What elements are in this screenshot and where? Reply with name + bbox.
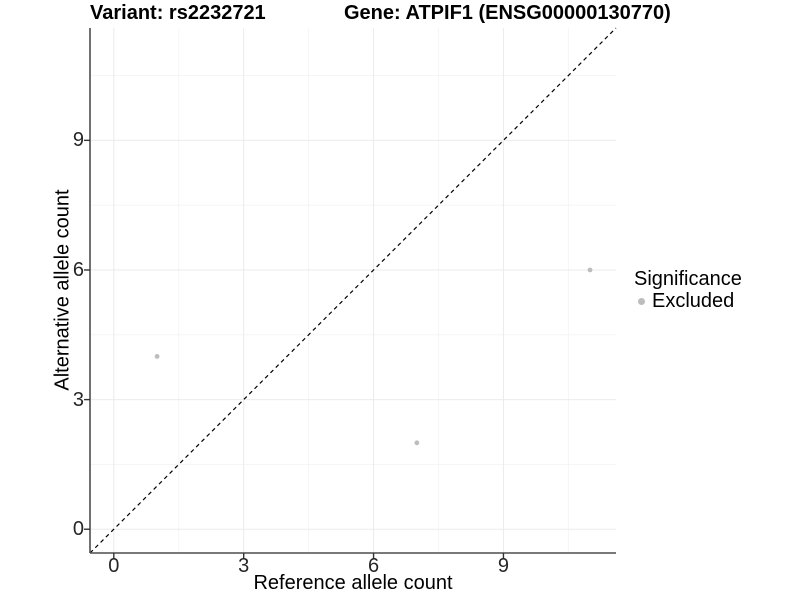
legend: Significance Excluded xyxy=(632,268,742,312)
y-tick-label: 3 xyxy=(72,388,84,411)
legend-item-label: Excluded xyxy=(652,289,735,312)
x-tick-label: 6 xyxy=(368,555,380,577)
x-tick-label: 3 xyxy=(238,555,250,577)
diagonal-reference-line xyxy=(89,27,617,554)
legend-dot-icon xyxy=(638,297,645,305)
legend-items: Excluded xyxy=(632,290,742,312)
x-axis-label: Reference allele count xyxy=(253,572,453,594)
x-tick-label: 0 xyxy=(108,555,120,577)
legend-title: Significance xyxy=(634,268,742,290)
y-tick-label: 0 xyxy=(72,518,84,541)
legend-item: Excluded xyxy=(632,290,742,312)
data-point xyxy=(587,267,593,273)
data-point xyxy=(154,353,160,359)
y-axis-label: Alternative allele count xyxy=(51,189,74,391)
plot-area xyxy=(84,27,617,559)
x-tick-label: 9 xyxy=(497,555,509,577)
y-tick-label: 9 xyxy=(72,129,84,152)
variant-title: Variant: rs2232721 xyxy=(90,2,266,24)
y-tick-label: 6 xyxy=(72,258,84,281)
gene-title: Gene: ATPIF1 (ENSG00000130770) xyxy=(344,2,671,24)
data-point xyxy=(414,440,420,446)
